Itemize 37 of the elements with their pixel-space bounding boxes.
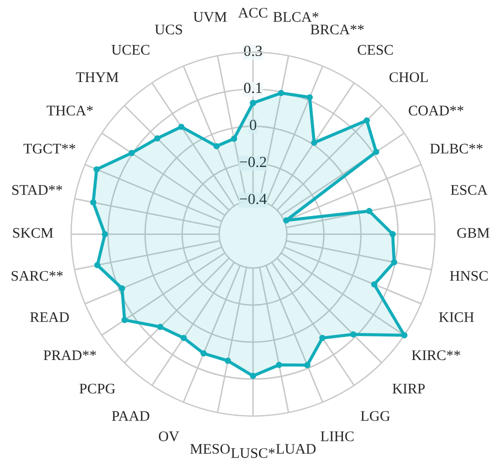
spoke-label: UVM xyxy=(193,12,227,22)
spoke-label: LUSC* xyxy=(231,448,275,458)
spoke-label: UCEC xyxy=(112,44,150,55)
spoke-label: STAD** xyxy=(12,185,62,195)
spoke-label: KIRC** xyxy=(412,350,460,360)
spoke-label: HNSC xyxy=(450,270,488,281)
spoke-label: PAAD xyxy=(112,411,150,421)
spoke-label: LUAD xyxy=(276,444,316,454)
spoke-label: UCS xyxy=(154,24,182,34)
spoke-label: KIRP xyxy=(392,384,425,394)
spoke-label: BRCA** xyxy=(310,24,364,34)
spoke-label: SKCM xyxy=(13,228,54,238)
spoke-label: MESO xyxy=(190,444,230,454)
spoke-label: ESCA xyxy=(450,185,488,195)
spoke-label: CHOL xyxy=(389,72,428,82)
spoke-label: LIHC xyxy=(320,431,354,442)
y-tick-label: 0 xyxy=(250,120,256,130)
spoke-label: SARC** xyxy=(12,270,63,281)
y-tick-label: −0.2 xyxy=(240,156,266,168)
spoke-label: TGCT** xyxy=(24,144,76,154)
y-tick-label: 0.1 xyxy=(244,82,262,94)
spoke-label: COAD** xyxy=(408,106,464,116)
spoke-label: OV xyxy=(158,431,180,442)
spoke-label: BLCA* xyxy=(273,12,318,22)
spoke-label: GBM xyxy=(457,228,490,238)
y-tick-label: 0.3 xyxy=(244,46,262,56)
spoke-label: DLBC** xyxy=(430,144,482,154)
spoke-label: PCPG xyxy=(80,384,116,394)
spoke-label: KICH xyxy=(439,312,474,322)
spoke-label: PRAD** xyxy=(44,350,96,360)
spoke-label: LGG xyxy=(360,411,390,421)
spoke-label: CESC xyxy=(358,44,393,55)
spoke-label: READ xyxy=(30,312,69,322)
y-tick-label: −0.4 xyxy=(240,194,267,204)
spoke-label: THCA* xyxy=(46,106,93,116)
spoke-label: THYM xyxy=(76,72,118,82)
spoke-label: ACC xyxy=(238,8,268,18)
